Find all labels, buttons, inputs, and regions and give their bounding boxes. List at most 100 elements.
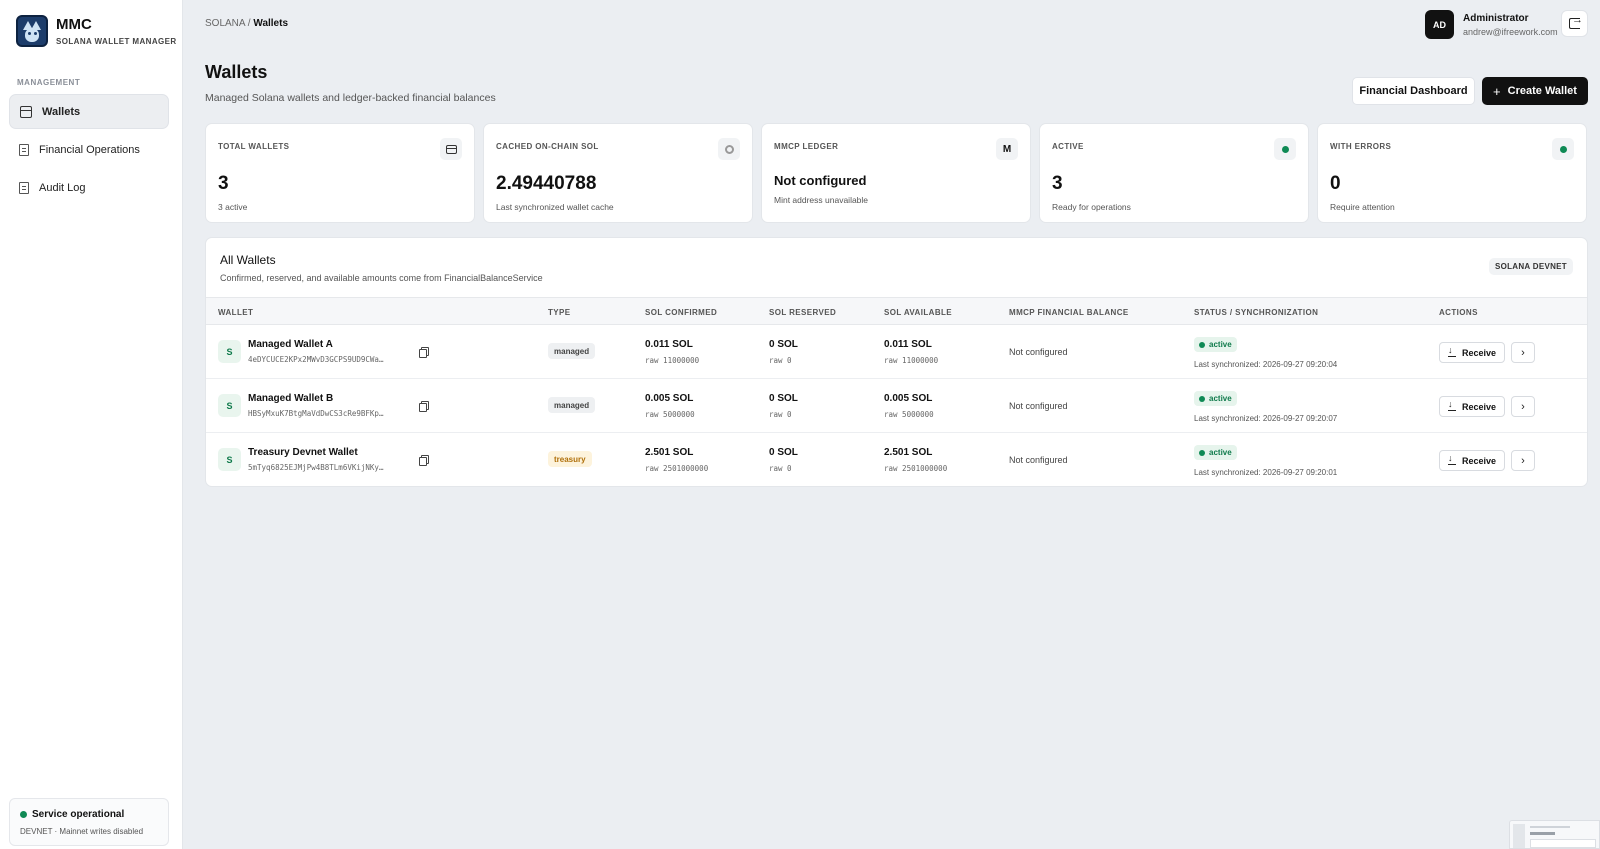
plus-icon: + bbox=[1493, 83, 1501, 99]
sol-reserved-raw: raw 0 bbox=[769, 410, 792, 419]
logout-icon bbox=[1569, 14, 1583, 29]
solana-avatar: S bbox=[218, 394, 241, 417]
stat-card-active: ACTIVE 3 Ready for operations bbox=[1039, 123, 1309, 223]
stat-label: MMCP LEDGER bbox=[774, 142, 839, 151]
table-row[interactable]: S Treasury Devnet Wallet 5mTyq6825EJMjPw… bbox=[206, 433, 1587, 486]
table-title: All Wallets bbox=[220, 253, 276, 267]
column-header: SOL AVAILABLE bbox=[884, 308, 953, 317]
chevron-right-icon[interactable]: › bbox=[1511, 450, 1535, 471]
stat-label: ACTIVE bbox=[1052, 142, 1084, 151]
stat-label: WITH ERRORS bbox=[1330, 142, 1392, 151]
stat-value: Not configured bbox=[774, 173, 867, 188]
create-wallet-button[interactable]: + Create Wallet bbox=[1482, 77, 1588, 105]
sidebar-item-financial-operations[interactable]: Financial Operations bbox=[9, 132, 169, 167]
sidebar: MMC SOLANA WALLET MANAGER MANAGEMENT Wal… bbox=[0, 0, 183, 849]
receive-button[interactable]: Receive bbox=[1439, 450, 1505, 471]
table-row[interactable]: S Managed Wallet A 4eDYCUCE2KPx2MWvD3GCP… bbox=[206, 325, 1587, 379]
table-row[interactable]: S Managed Wallet B HBSyMxuK7BtgMaVdDwCS3… bbox=[206, 379, 1587, 433]
receive-button[interactable]: Receive bbox=[1439, 342, 1505, 363]
sol-reserved-raw: raw 0 bbox=[769, 464, 792, 473]
wallet-name: Treasury Devnet Wallet bbox=[248, 447, 358, 458]
sidebar-item-audit-log[interactable]: Audit Log bbox=[9, 170, 169, 205]
mmcp-balance: Not configured bbox=[1009, 347, 1068, 357]
sol-available-raw: raw 2501000000 bbox=[884, 464, 948, 473]
stat-foot: 3 active bbox=[218, 202, 248, 212]
service-status-detail: DEVNET · Mainnet writes disabled bbox=[20, 827, 144, 836]
type-badge: managed bbox=[548, 397, 596, 413]
brand-name: MMC bbox=[56, 16, 92, 33]
sync-timestamp: Last synchronized: 2026-09-27 09:20:01 bbox=[1194, 468, 1338, 477]
column-header: MMCP FINANCIAL BALANCE bbox=[1009, 308, 1129, 317]
status-dot-icon bbox=[1199, 341, 1205, 348]
sync-timestamp: Last synchronized: 2026-09-27 09:20:04 bbox=[1194, 360, 1338, 369]
receive-button[interactable]: Receive bbox=[1439, 396, 1505, 417]
download-icon bbox=[1447, 399, 1456, 411]
sol-available: 0.005 SOL bbox=[884, 393, 933, 404]
stat-value: 0 bbox=[1330, 173, 1341, 194]
sidebar-item-label: Financial Operations bbox=[39, 143, 140, 156]
column-header: ACTIONS bbox=[1439, 308, 1478, 317]
nav-section-label: MANAGEMENT bbox=[17, 78, 81, 87]
sol-confirmed-raw: raw 5000000 bbox=[645, 410, 695, 419]
copy-icon[interactable] bbox=[419, 401, 429, 412]
sol-available-raw: raw 11000000 bbox=[884, 356, 939, 365]
create-wallet-label: Create Wallet bbox=[1507, 85, 1577, 97]
user-menu[interactable]: AD Administrator andrew@ifreework.com bbox=[1425, 10, 1558, 39]
column-header: SOL RESERVED bbox=[769, 308, 837, 317]
service-status-text: Service operational bbox=[32, 809, 125, 820]
copy-icon[interactable] bbox=[419, 455, 429, 466]
brand[interactable]: MMC SOLANA WALLET MANAGER bbox=[16, 15, 177, 47]
stat-label: CACHED ON-CHAIN SOL bbox=[496, 142, 599, 151]
stat-card-total-wallets: TOTAL WALLETS 3 3 active bbox=[205, 123, 475, 223]
gear-icon bbox=[718, 138, 740, 160]
avatar: AD bbox=[1425, 10, 1454, 39]
sol-confirmed-raw: raw 11000000 bbox=[645, 356, 700, 365]
sol-reserved-raw: raw 0 bbox=[769, 356, 792, 365]
document-icon bbox=[19, 181, 29, 194]
stat-card-mmcp-ledger: MMCP LEDGER M Not configured Mint addres… bbox=[761, 123, 1031, 223]
sol-available: 0.011 SOL bbox=[884, 339, 932, 350]
logout-button[interactable] bbox=[1561, 10, 1588, 37]
ledger-m-icon: M bbox=[996, 138, 1018, 160]
sol-confirmed: 0.005 SOL bbox=[645, 393, 694, 404]
user-email: andrew@ifreework.com bbox=[1463, 26, 1558, 37]
download-icon bbox=[1447, 345, 1456, 357]
table-subtitle: Confirmed, reserved, and available amoun… bbox=[220, 273, 543, 283]
financial-dashboard-button[interactable]: Financial Dashboard bbox=[1352, 77, 1475, 105]
breadcrumb-current: Wallets bbox=[253, 18, 289, 29]
stat-foot: Last synchronized wallet cache bbox=[496, 202, 614, 212]
wallet-address: HBSyMxuK7BtgMaVdDwCS3cRe9BFKp… bbox=[248, 409, 384, 418]
chevron-right-icon[interactable]: › bbox=[1511, 342, 1535, 363]
stat-card-cached-sol: CACHED ON-CHAIN SOL 2.49440788 Last sync… bbox=[483, 123, 753, 223]
sidebar-item-wallets[interactable]: Wallets bbox=[9, 94, 169, 129]
sol-confirmed: 0.011 SOL bbox=[645, 339, 693, 350]
sol-confirmed: 2.501 SOL bbox=[645, 447, 694, 458]
receive-label: Receive bbox=[1461, 401, 1497, 412]
stat-value: 2.49440788 bbox=[496, 173, 597, 194]
type-badge: treasury bbox=[548, 451, 592, 467]
mmcp-balance: Not configured bbox=[1009, 401, 1068, 411]
stat-card-with-errors: WITH ERRORS 0 Require attention bbox=[1317, 123, 1587, 223]
stat-foot: Mint address unavailable bbox=[774, 195, 869, 205]
document-icon bbox=[19, 143, 29, 156]
sidebar-item-label: Wallets bbox=[42, 105, 81, 118]
copy-icon[interactable] bbox=[419, 347, 429, 358]
solana-avatar: S bbox=[218, 448, 241, 471]
sol-reserved: 0 SOL bbox=[769, 393, 798, 404]
chevron-right-icon[interactable]: › bbox=[1511, 396, 1535, 417]
status-dot-icon bbox=[20, 811, 27, 818]
stat-value: 3 bbox=[1052, 173, 1063, 194]
sol-reserved: 0 SOL bbox=[769, 447, 798, 458]
mmcp-balance: Not configured bbox=[1009, 455, 1068, 465]
preview-thumbnail[interactable] bbox=[1509, 820, 1600, 849]
sync-timestamp: Last synchronized: 2026-09-27 09:20:07 bbox=[1194, 414, 1338, 423]
network-badge: SOLANA DEVNET bbox=[1488, 258, 1573, 275]
wallet-address: 5mTyq6825EJMjPw4B8TLm6VKijNKy… bbox=[248, 463, 384, 472]
page-title: Wallets bbox=[205, 62, 268, 82]
sidebar-item-label: Audit Log bbox=[39, 181, 86, 194]
sol-reserved: 0 SOL bbox=[769, 339, 798, 350]
breadcrumb-root[interactable]: SOLANA bbox=[205, 18, 246, 29]
wallet-name: Managed Wallet A bbox=[248, 339, 333, 350]
wallet-icon bbox=[440, 138, 462, 160]
status-dot-icon bbox=[1274, 138, 1296, 160]
